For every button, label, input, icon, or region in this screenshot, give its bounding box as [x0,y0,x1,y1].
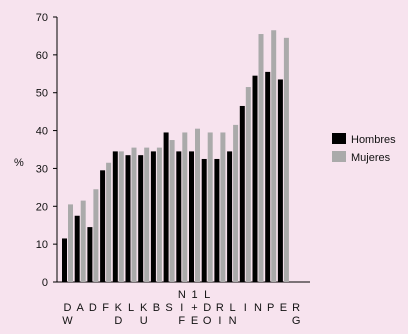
x-tick-label: I [180,302,183,314]
bar-mujeres [106,162,112,282]
y-tick-label: 60 [36,50,48,62]
x-tick-label: F [102,302,109,314]
bar-hombres [138,155,144,282]
x-tick-label: D [64,302,72,314]
bar-mujeres [182,132,188,282]
bars [62,30,289,283]
y-tick-label: 0 [42,277,48,289]
x-tick-label: P [267,302,274,314]
x-tick-label: A [77,302,85,314]
bar-hombres [125,155,131,282]
bar-hombres [214,158,220,282]
x-tick-label: E [280,302,287,314]
y-tick-label: 30 [36,163,48,175]
x-tick-label: L [230,302,236,314]
bar-hombres [201,158,207,282]
bar-mujeres [156,147,162,282]
bar-mujeres [118,151,124,282]
bar-mujeres [245,87,251,283]
x-tick-label: R [216,302,224,314]
x-tick-label: I [244,302,247,314]
x-tick-label: K [140,302,148,314]
x-tick-label: G [292,315,301,327]
bar-mujeres [195,128,200,282]
bar-hombres [176,151,182,282]
x-tick-label: N [229,315,237,327]
y-tick-label: 20 [36,201,48,213]
bar-mujeres [207,132,213,282]
bar-mujeres [80,200,86,282]
bar-mujeres [144,147,150,282]
legend: Hombres Mujeres [332,133,396,164]
bar-mujeres [233,124,239,283]
bar-hombres [150,151,156,282]
bar-hombres [163,132,169,282]
x-tick-label: S [165,302,172,314]
x-tick-label: K [115,302,123,314]
bar-mujeres [169,140,175,282]
x-tick-label: + [191,302,197,314]
legend-label-mujeres: Mujeres [351,152,391,164]
x-tick-label: D [203,302,211,314]
y-tick-label: 10 [36,239,48,251]
bar-hombres [112,151,118,282]
bar-hombres [62,238,67,282]
bar-hombres [189,151,194,282]
bar-hombres [239,105,245,282]
bar-mujeres [131,147,137,282]
x-tick-label: L [204,289,210,301]
bar-mujeres [220,132,226,282]
legend-label-hombres: Hombres [351,134,396,146]
x-tick-label: L [128,302,134,314]
bar-hombres [227,151,233,282]
x-tick-label: D [89,302,97,314]
x-tick-label: N [178,289,186,301]
y-ticks: 0 10 20 30 40 50 60 70 [36,12,57,289]
y-tick-label: 70 [36,12,48,24]
bar-hombres [252,75,258,282]
bar-mujeres [271,30,277,282]
x-tick-label: U [140,315,148,327]
y-tick-label: 40 [36,126,48,138]
bar-mujeres [258,34,264,283]
y-tick-label: 50 [36,88,48,100]
x-tick-label: 1 [191,289,197,301]
legend-swatch-mujeres [332,151,346,162]
bar-hombres [74,215,80,282]
x-tick-label: F [178,315,185,327]
bar-hombres [87,227,93,282]
bar-mujeres [283,37,289,283]
bar-mujeres [68,204,73,282]
bar-mujeres [93,189,99,282]
bar-hombres [100,170,106,282]
bar-hombres [265,71,271,283]
x-tick-label: B [153,302,160,314]
x-tick-label: O [203,315,212,327]
x-tick-label: E [191,315,198,327]
x-tick-label: I [218,315,221,327]
bar-hombres [277,79,283,282]
x-tick-label: W [62,315,73,327]
y-axis-label: % [14,157,24,169]
x-tick-label: R [292,302,300,314]
x-tick-label: D [114,315,122,327]
legend-swatch-hombres [332,133,346,144]
x-tick-label: N [254,302,262,314]
